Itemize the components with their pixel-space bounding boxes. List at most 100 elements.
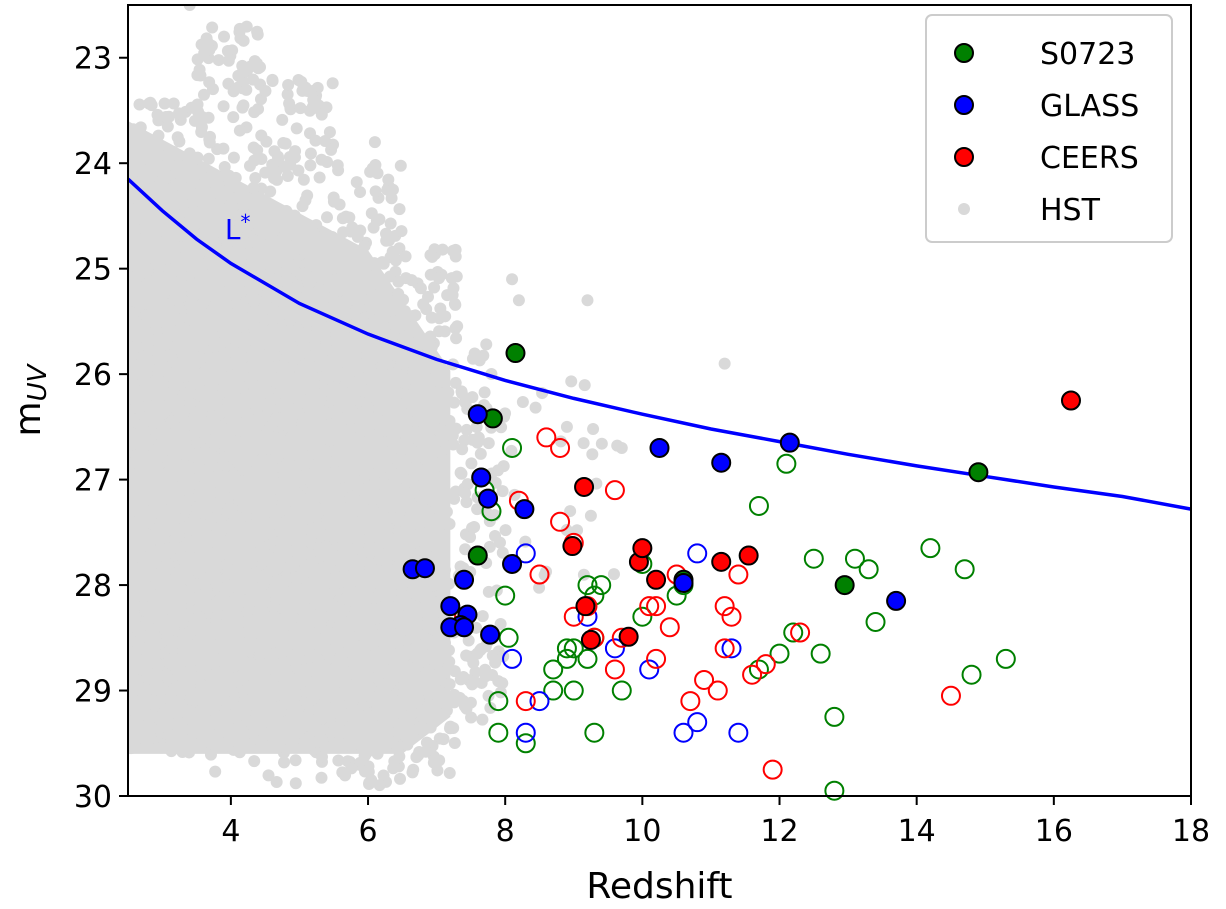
- hst-point: [164, 351, 177, 364]
- hst-point: [333, 502, 346, 515]
- lstar-curve: [126, 177, 1192, 511]
- hst-point: [148, 238, 161, 251]
- hst-point: [284, 101, 297, 114]
- lstar-label: L*: [225, 210, 251, 246]
- hst-point: [193, 378, 206, 391]
- s0723-open-point: [591, 575, 612, 596]
- hst-point: [354, 384, 367, 397]
- hst-point: [241, 606, 254, 619]
- hst-point: [424, 603, 437, 616]
- hst-point: [565, 375, 578, 388]
- hst-point: [147, 400, 160, 413]
- hst-point: [213, 408, 226, 421]
- hst-point: [195, 679, 208, 692]
- hst-point: [340, 737, 353, 750]
- hst-point: [345, 404, 358, 417]
- lstar-curve-layer: L*: [126, 177, 1192, 511]
- hst-point: [141, 684, 154, 697]
- hst-point: [307, 271, 320, 284]
- s0723-open-point: [556, 638, 577, 659]
- hst-point: [196, 110, 209, 123]
- hst-point: [284, 615, 297, 628]
- hst-point: [350, 349, 363, 362]
- hst-point: [161, 319, 174, 332]
- hst-point: [293, 304, 306, 317]
- hst-point: [323, 454, 336, 467]
- hst-point: [412, 722, 425, 735]
- hst-point: [289, 145, 302, 158]
- hst-point: [372, 477, 385, 490]
- s0723-open-point: [769, 643, 790, 664]
- hst-point: [438, 563, 451, 576]
- hst-point: [256, 453, 269, 466]
- hst-point: [448, 737, 461, 750]
- hst-point: [253, 223, 266, 236]
- hst-point: [185, 663, 198, 676]
- hst-point: [167, 652, 180, 665]
- hst-point: [397, 293, 410, 306]
- hst-point: [334, 618, 347, 631]
- hst-point: [164, 686, 177, 699]
- hst-point: [168, 635, 181, 648]
- hst-point: [279, 275, 292, 288]
- hst-point: [134, 464, 147, 477]
- ceers-open-point: [639, 596, 660, 617]
- hst-point: [294, 364, 307, 377]
- hst-point: [434, 302, 447, 315]
- hst-point: [560, 420, 573, 433]
- hst-point: [183, 627, 196, 640]
- hst-point: [381, 596, 394, 609]
- hst-point: [172, 107, 185, 120]
- hst-point: [135, 319, 148, 332]
- hst-point: [425, 447, 438, 460]
- hst-point: [443, 577, 456, 590]
- hst-point: [323, 624, 336, 637]
- hst-point: [307, 93, 320, 106]
- hst-point: [289, 777, 302, 790]
- s0723-open-point: [577, 648, 598, 669]
- hst-point: [155, 717, 168, 730]
- hst-point: [161, 120, 174, 133]
- hst-point: [297, 522, 310, 535]
- hst-point: [184, 397, 197, 410]
- hst-point: [587, 423, 600, 436]
- glass-open-point: [728, 722, 749, 743]
- ceers-open-point: [604, 480, 625, 501]
- s0723-filled-point: [505, 343, 526, 364]
- ceers-open-point: [940, 685, 961, 706]
- hst-point: [252, 605, 265, 618]
- hst-point: [434, 673, 447, 686]
- glass-filled-point: [454, 569, 475, 590]
- x-axis-title: Redshift: [586, 866, 732, 904]
- hst-point: [394, 442, 407, 455]
- hst-point: [250, 402, 263, 415]
- hst-point: [374, 584, 387, 597]
- hst-point: [394, 400, 407, 413]
- hst-point: [129, 279, 142, 292]
- hst-point: [202, 152, 215, 165]
- hst-point: [315, 713, 328, 726]
- hst-point: [153, 578, 166, 591]
- hst-point: [202, 333, 215, 346]
- hst-point: [247, 370, 260, 383]
- hst-point: [172, 529, 185, 542]
- hst-point: [443, 414, 456, 427]
- s0723-open-point: [865, 611, 886, 632]
- hst-point: [304, 159, 317, 172]
- hst-point: [354, 646, 367, 659]
- hst-point: [466, 678, 479, 691]
- hst-point: [210, 578, 223, 591]
- hst-point: [128, 212, 141, 225]
- hst-point: [173, 662, 186, 675]
- hst-point: [227, 111, 240, 124]
- hst-point: [155, 692, 168, 705]
- hst-point: [246, 669, 259, 682]
- hst-point: [128, 512, 135, 525]
- hst-point: [225, 650, 238, 663]
- glass-filled-point: [467, 404, 488, 425]
- hst-point: [328, 465, 341, 478]
- hst-point: [204, 748, 217, 761]
- hst-point: [276, 113, 289, 126]
- hst-point: [309, 134, 322, 147]
- hst-point: [402, 597, 415, 610]
